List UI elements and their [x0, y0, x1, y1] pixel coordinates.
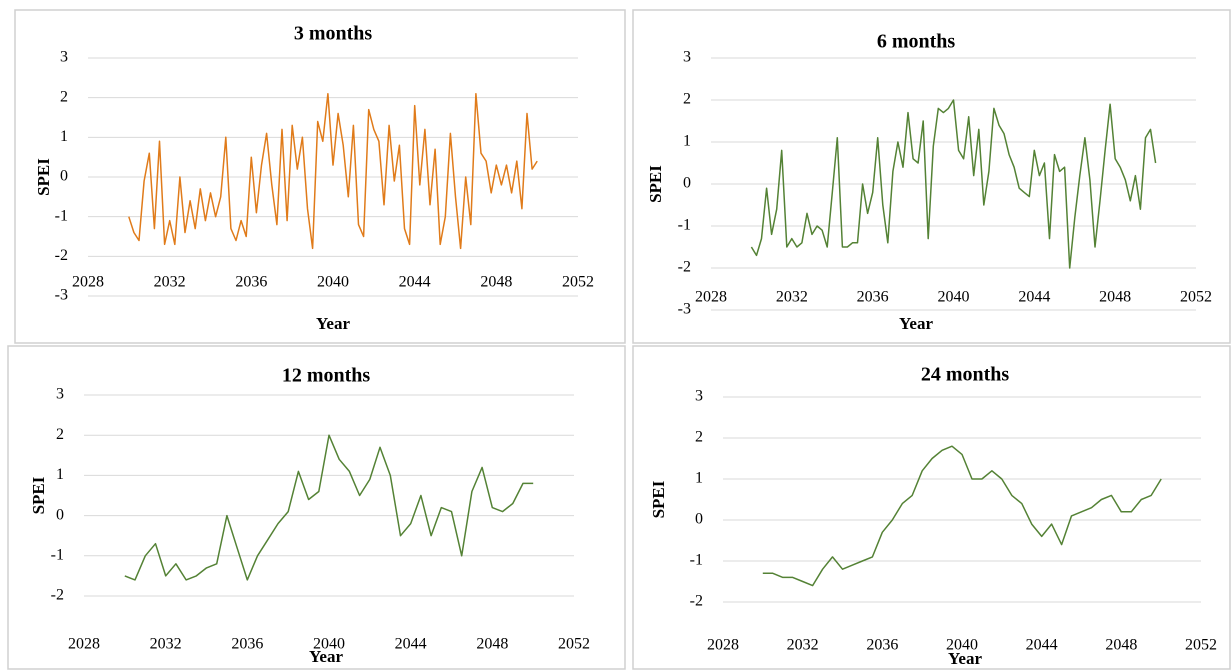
x-tick-label: 2044: [399, 274, 431, 291]
y-tick-label: 2: [695, 429, 703, 446]
x-tick-label: 2048: [476, 636, 508, 653]
y-tick-label: -3: [678, 301, 691, 318]
y-axis-label: SPEI: [646, 165, 665, 203]
panel-frame: [632, 345, 1231, 670]
x-tick-label: 2036: [231, 636, 263, 653]
x-tick-label: 2044: [395, 636, 427, 653]
x-tick-label: 2028: [707, 637, 739, 654]
x-tick-label: 2052: [1180, 289, 1212, 306]
x-tick-label: 2052: [1185, 637, 1217, 654]
y-tick-label: 1: [683, 133, 691, 150]
panel-frame: [7, 345, 626, 670]
chart-title: 3 months: [294, 23, 373, 45]
data-line: [750, 99, 1157, 269]
x-tick-label: 2036: [857, 289, 889, 306]
x-tick-label: 2032: [776, 289, 808, 306]
x-tick-label: 2032: [787, 637, 819, 654]
x-tick-label: 2040: [317, 274, 349, 291]
y-tick-label: 0: [683, 175, 691, 192]
x-tick-label: 2036: [235, 274, 267, 291]
y-tick-label: -2: [55, 247, 68, 264]
x-tick-label: 2028: [68, 636, 100, 653]
y-tick-label: -2: [678, 259, 691, 276]
y-tick-label: 2: [56, 426, 64, 443]
x-tick-label: 2048: [1099, 289, 1131, 306]
y-tick-label: 3: [695, 388, 703, 405]
x-tick-label: 2044: [1026, 637, 1058, 654]
y-tick-label: -1: [51, 546, 64, 563]
y-tick-label: -2: [51, 587, 64, 604]
y-axis-label: SPEI: [34, 158, 53, 196]
panel-frame: [14, 9, 626, 344]
data-line: [762, 445, 1162, 587]
x-tick-label: 2044: [1018, 289, 1050, 306]
x-axis-label: Year: [316, 314, 350, 333]
chart-title: 24 months: [921, 364, 1010, 386]
y-tick-label: 1: [695, 470, 703, 487]
y-tick-label: -1: [55, 207, 68, 224]
y-tick-label: -3: [55, 287, 68, 304]
y-tick-label: 2: [683, 91, 691, 108]
panel-frame: [632, 9, 1231, 344]
x-tick-label: 2040: [313, 636, 345, 653]
y-tick-label: 3: [60, 49, 68, 66]
y-axis-label: SPEI: [29, 476, 48, 514]
data-line: [124, 434, 534, 581]
y-tick-label: 2: [60, 88, 68, 105]
x-tick-label: 2040: [946, 637, 978, 654]
x-axis-label: Year: [899, 314, 933, 333]
x-tick-label: 2052: [558, 636, 590, 653]
chart-title: 12 months: [282, 365, 371, 387]
x-tick-label: 2048: [480, 274, 512, 291]
x-tick-label: 2028: [72, 274, 104, 291]
x-axis-label: Year: [948, 649, 982, 668]
x-tick-label: 2032: [150, 636, 182, 653]
x-tick-label: 2036: [866, 637, 898, 654]
y-tick-label: 0: [56, 506, 64, 523]
y-tick-label: -1: [690, 552, 703, 569]
y-tick-label: 1: [56, 466, 64, 483]
x-tick-label: 2048: [1105, 637, 1137, 654]
y-axis-label: SPEI: [649, 480, 668, 518]
y-tick-label: 3: [683, 49, 691, 66]
y-tick-label: 3: [56, 386, 64, 403]
data-line: [128, 92, 538, 250]
x-tick-label: 2052: [562, 274, 594, 291]
x-tick-label: 2028: [695, 289, 727, 306]
chart-title: 6 months: [877, 31, 956, 53]
x-tick-label: 2032: [154, 274, 186, 291]
y-tick-label: -2: [690, 593, 703, 610]
y-tick-label: 0: [695, 511, 703, 528]
y-tick-label: 1: [60, 128, 68, 145]
x-axis-label: Year: [309, 647, 343, 666]
y-tick-label: 0: [60, 168, 68, 185]
x-tick-label: 2040: [938, 289, 970, 306]
y-tick-label: -1: [678, 217, 691, 234]
